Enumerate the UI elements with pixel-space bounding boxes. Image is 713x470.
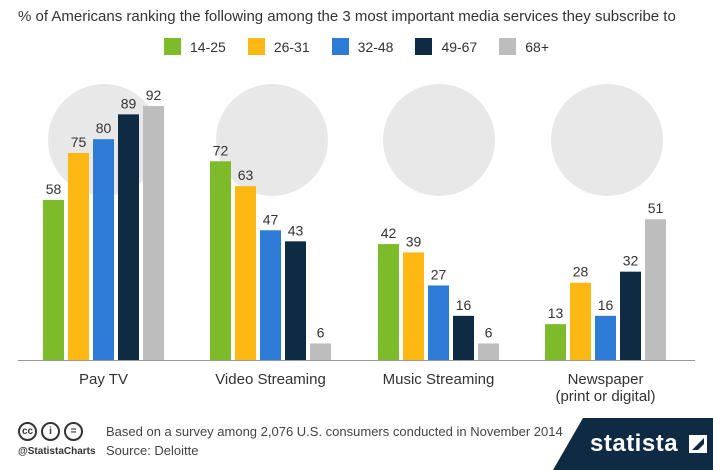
bar-26-31-2 [403,252,424,360]
bar-49-67-2 [453,315,474,360]
bar-14-25-2 [378,244,399,360]
data-label: 6 [317,324,325,340]
license-icons: cc i = [18,422,83,441]
data-label: 6 [485,324,493,340]
bar-68+-2 [478,343,499,360]
legend: 14-25 26-31 32-48 49-67 68+ [0,38,713,55]
bar-26-31-3 [570,282,591,360]
bar-68+-0 [143,106,164,360]
data-label: 51 [648,200,664,216]
bar-49-67-3 [620,271,641,360]
bar-68+-3 [645,219,666,360]
bar-14-25-0 [43,199,64,360]
statista-logo-icon [689,435,708,453]
legend-label: 68+ [525,38,549,55]
data-label: 43 [288,222,304,238]
brand-name: statista [590,430,679,457]
legend-label: 32-48 [357,38,394,55]
newspaper-icon [551,84,663,196]
bar-26-31-1 [235,186,256,360]
legend-swatch [247,38,265,55]
footer-note: Based on a survey among 2,076 U.S. consu… [106,422,563,460]
legend-item-68+: 68+ [499,38,549,55]
data-label: 32 [623,253,639,269]
data-label: 92 [146,87,162,103]
data-label: 16 [598,297,614,313]
brand-band [553,418,713,470]
survey-note: Based on a survey among 2,076 U.S. consu… [106,424,563,439]
data-label: 42 [381,225,397,241]
creative-commons-icon: cc [18,422,37,441]
statista-logo: statista [590,430,708,458]
legend-item-14-25: 14-25 [164,38,226,55]
data-label: 80 [96,120,112,136]
bar-68+-1 [310,343,331,360]
bar-32-48-3 [595,315,616,360]
legend-item-32-48: 32-48 [331,38,394,55]
legend-label: 49-67 [441,38,478,55]
data-label: 72 [213,142,229,158]
legend-item-49-67: 49-67 [415,38,477,55]
data-label: 47 [263,211,279,227]
data-label: 63 [238,167,254,183]
bar-32-48-2 [428,285,449,360]
bar-14-25-3 [545,324,566,360]
data-label: 13 [548,305,564,321]
category-label: Pay TV [79,371,128,388]
video-streaming-icon [216,84,328,196]
legend-swatch [499,38,517,55]
data-label: 89 [121,95,137,111]
music-player-icon [383,84,495,196]
no-derivatives-icon: = [64,422,83,441]
bar-14-25-1 [210,161,231,360]
legend-swatch [331,38,349,55]
source-note: Source: Deloitte [106,443,199,458]
data-label: 75 [71,134,87,150]
category-label: Video Streaming [215,371,326,388]
bar-32-48-0 [93,139,114,360]
legend-swatch [164,38,181,55]
bar-26-31-0 [68,153,89,360]
bar-49-67-0 [118,114,139,360]
legend-item-26-31: 26-31 [247,38,310,55]
bar-32-48-1 [260,230,281,360]
data-label: 39 [406,233,422,249]
attribution-icon: i [41,422,60,441]
chart-subtitle: % of Americans ranking the following amo… [18,8,676,25]
data-label: 27 [431,266,447,282]
bar-49-67-1 [285,241,306,360]
data-label: 58 [46,181,62,197]
data-label: 28 [573,264,589,280]
category-label: Music Streaming [383,371,495,388]
legend-swatch [415,38,433,55]
category-label: (print or digital) [555,388,655,405]
legend-label: 26-31 [273,38,310,55]
legend-label: 14-25 [190,38,226,55]
category-label: Newspaper [568,371,644,388]
data-label: 16 [456,297,472,313]
twitter-handle: @StatistaCharts [18,446,96,457]
